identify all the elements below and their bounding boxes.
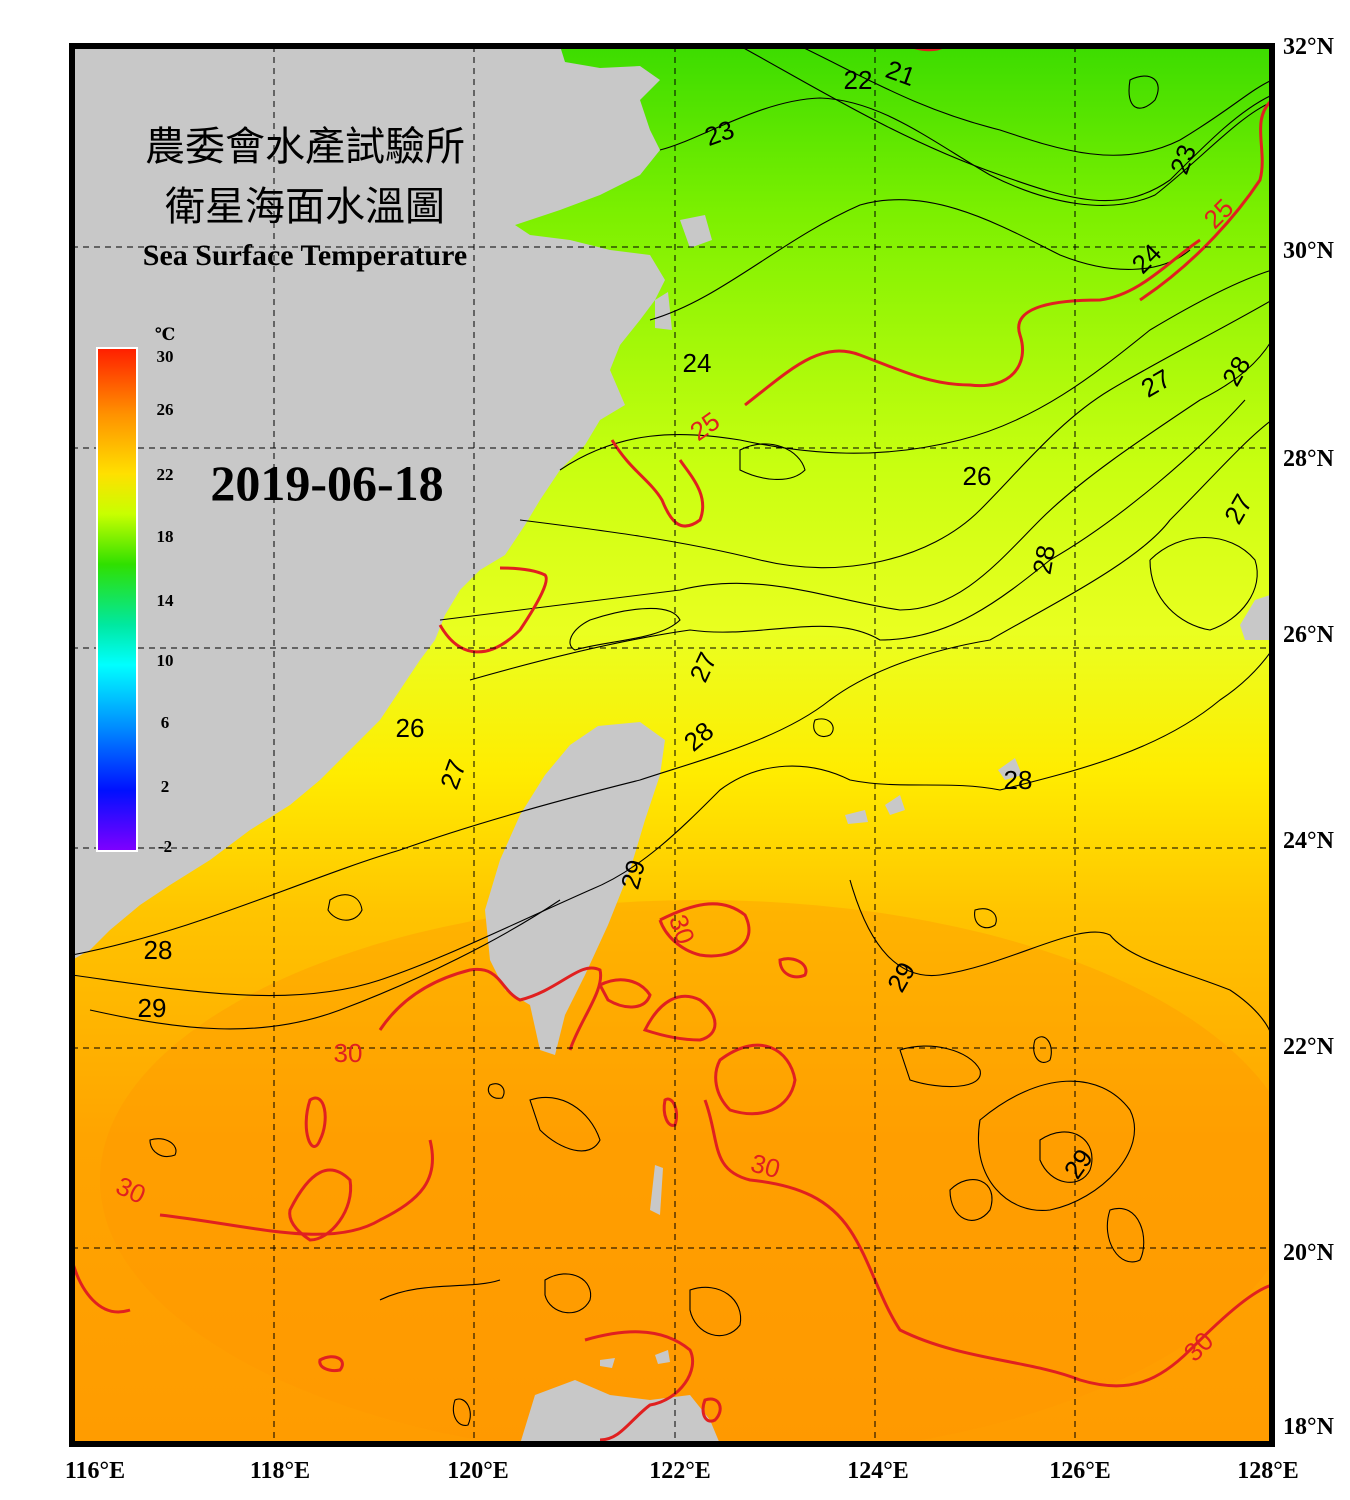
lon-label: 126°E — [1049, 1458, 1111, 1484]
title-english: Sea Surface Temperature — [143, 239, 467, 272]
small-island — [680, 215, 712, 248]
isotherm-label: 24 — [683, 348, 712, 378]
latitude-labels: 32°N 30°N 28°N 26°N 24°N 22°N 20°N 18°N — [1283, 34, 1335, 1440]
lon-label: 120°E — [447, 1458, 509, 1484]
colorbar: ℃ 30 26 22 18 14 10 6 2 -2 — [96, 325, 175, 856]
colorbar-gradient — [96, 347, 138, 852]
isotherm-label: 29 — [138, 993, 167, 1023]
warm-region — [100, 900, 1272, 1444]
isotherm-lines — [72, 46, 1272, 1426]
colorbar-tick-label: 22 — [157, 465, 174, 484]
colorbar-tick-label: 2 — [161, 777, 170, 796]
colorbar-tick-label: -2 — [158, 837, 172, 856]
colorbar-tick-label: 14 — [157, 591, 175, 610]
small-island — [600, 1358, 615, 1368]
lon-label: 128°E — [1237, 1458, 1299, 1484]
lat-label: 28°N — [1283, 446, 1335, 472]
luzon-island — [520, 1380, 720, 1444]
lon-label: 116°E — [65, 1458, 125, 1484]
isotherm-highlight-lines — [72, 46, 1272, 1442]
colorbar-tick-label: 6 — [161, 713, 170, 732]
china-mainland — [72, 46, 665, 960]
small-island — [655, 1350, 670, 1364]
longitude-labels: 116°E 118°E 120°E 122°E 124°E 126°E 128°E — [65, 1458, 1299, 1484]
isotherm-label: 28 — [1027, 543, 1062, 577]
lat-label: 32°N — [1283, 34, 1335, 60]
isotherm-label: 22 — [844, 65, 873, 95]
map-frame — [69, 43, 1275, 1447]
lon-label: 124°E — [847, 1458, 909, 1484]
lat-label: 20°N — [1283, 1240, 1335, 1266]
isotherm-label: 28 — [144, 935, 173, 965]
colorbar-tick-label: 30 — [157, 347, 174, 366]
lon-label: 118°E — [250, 1458, 310, 1484]
title-line2: 衛星海面水溫圖 — [165, 184, 445, 230]
colorbar-tick-label: 18 — [157, 527, 174, 546]
map-date: 2019-06-18 — [210, 455, 443, 511]
colorbar-tick-label: 10 — [157, 651, 174, 670]
isotherm-label: 30 — [334, 1038, 363, 1068]
colorbar-unit: ℃ — [155, 325, 175, 344]
graticule — [72, 46, 1272, 1444]
lat-label: 22°N — [1283, 1034, 1335, 1060]
small-island — [998, 758, 1022, 780]
isotherm-label: 28 — [1004, 765, 1033, 795]
colorbar-tick-label: 26 — [157, 400, 174, 419]
isotherm-label: 26 — [396, 713, 425, 743]
small-island — [650, 1165, 663, 1215]
small-island — [655, 292, 672, 330]
okinawa-island — [1240, 595, 1272, 640]
lat-label: 30°N — [1283, 238, 1335, 264]
small-island — [845, 810, 868, 824]
title-line1: 農委會水產試驗所 — [145, 124, 465, 170]
small-island — [885, 795, 905, 815]
lon-label: 122°E — [649, 1458, 711, 1484]
lat-label: 24°N — [1283, 828, 1335, 854]
lat-label: 18°N — [1283, 1414, 1335, 1440]
taiwan-island — [485, 722, 665, 1055]
lat-label: 26°N — [1283, 622, 1335, 648]
isotherm-label: 26 — [963, 461, 992, 491]
